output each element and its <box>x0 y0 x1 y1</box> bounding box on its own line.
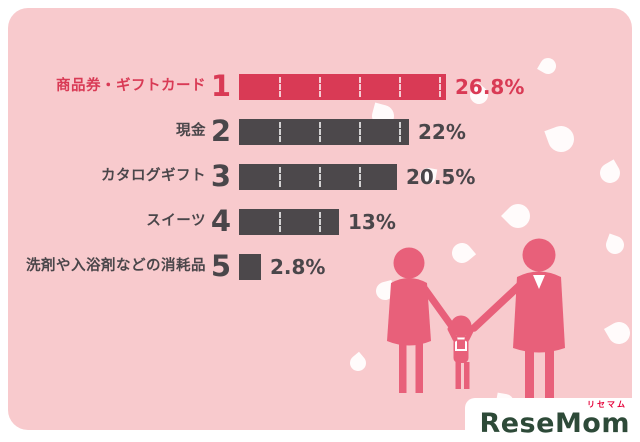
bar-segment-divider <box>399 76 401 97</box>
survey-chart-card: 商品券・ギフトカード 1 26.8% 現金 2 22% カタログギフト 3 20… <box>8 8 632 430</box>
chart-row: 洗剤や入浴剤などの消耗品 5 2.8% <box>8 244 632 289</box>
bar-segment-divider <box>359 166 361 187</box>
bar <box>239 253 261 280</box>
category-label: カタログギフト <box>101 168 206 185</box>
bar-segment-divider <box>279 166 281 187</box>
bar-segment-divider <box>319 166 321 187</box>
category-label: 現金 <box>176 123 206 140</box>
resemom-logo: リセマム ReseMom <box>465 397 640 442</box>
bar-segment-divider <box>319 76 321 97</box>
bar-segment-divider <box>359 121 361 142</box>
petal-icon <box>603 317 632 349</box>
rank-number: 5 <box>210 249 232 283</box>
mother-silhouette <box>387 247 457 393</box>
bar <box>239 118 409 145</box>
bar <box>239 163 397 190</box>
bar-segment-divider <box>279 76 281 97</box>
rank-number: 3 <box>210 159 232 193</box>
bar-segment-divider <box>319 121 321 142</box>
category-label: スイーツ <box>146 213 206 230</box>
rank-number: 2 <box>210 114 232 148</box>
bar <box>239 208 339 235</box>
logo-wordmark: ReseMom <box>479 407 630 439</box>
rank-number: 1 <box>210 69 232 103</box>
rank-number: 4 <box>210 204 232 238</box>
bar-segment-divider <box>319 211 321 232</box>
bar-segment-divider <box>439 76 441 97</box>
category-label: 洗剤や入浴剤などの消耗品 <box>26 258 206 275</box>
father-silhouette <box>470 238 565 406</box>
bar-segment-divider <box>279 211 281 232</box>
chart-rows: 商品券・ギフトカード 1 26.8% 現金 2 22% カタログギフト 3 20… <box>8 64 632 289</box>
value-label: 20.5% <box>406 164 476 189</box>
category-label: 商品券・ギフトカード <box>56 78 206 95</box>
ranking-bar-chart: 商品券・ギフトカード 1 26.8% 現金 2 22% カタログギフト 3 20… <box>8 64 632 289</box>
chart-row: カタログギフト 3 20.5% <box>8 154 632 199</box>
bar-segment-divider <box>399 121 401 142</box>
chart-row: 商品券・ギフトカード 1 26.8% <box>8 64 632 109</box>
value-label: 2.8% <box>270 254 326 279</box>
value-label: 13% <box>348 209 396 234</box>
bar <box>239 73 446 100</box>
logo-ruby: リセマム <box>587 399 627 409</box>
bar-segment-divider <box>279 121 281 142</box>
value-label: 22% <box>418 119 466 144</box>
bar-segment-divider <box>359 76 361 97</box>
value-label: 26.8% <box>455 74 525 99</box>
child-silhouette <box>447 315 475 389</box>
chart-row: 現金 2 22% <box>8 109 632 154</box>
chart-row: スイーツ 4 13% <box>8 199 632 244</box>
family-illustration <box>387 238 565 406</box>
